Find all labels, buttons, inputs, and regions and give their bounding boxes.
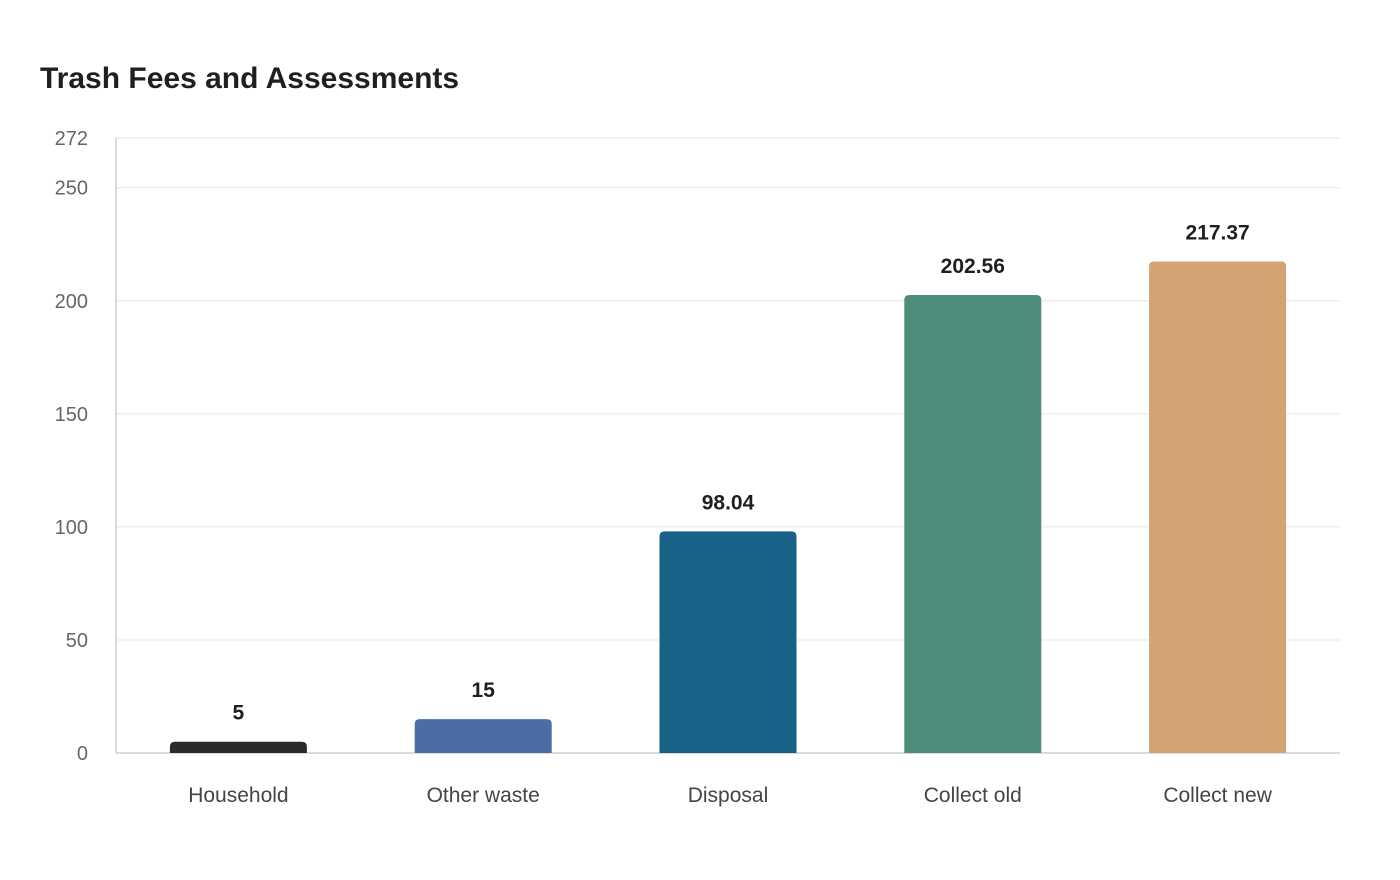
y-tick-label: 50: [66, 630, 88, 652]
y-tick-label: 100: [55, 517, 88, 539]
y-tick-label: 250: [55, 178, 88, 200]
data-label: 98.04: [702, 491, 755, 514]
bar-household: [169, 741, 307, 753]
y-tick-label: 200: [55, 291, 88, 313]
x-category-label: Collect new: [1163, 784, 1272, 807]
data-label: 5: [233, 702, 245, 725]
bar-other-waste: [414, 719, 552, 753]
data-label: 15: [472, 679, 496, 702]
x-category-label: Other waste: [427, 784, 540, 807]
bar-collect-new: [1149, 261, 1287, 753]
bar-collect-old: [904, 295, 1042, 753]
y-tick-label: 272: [55, 128, 88, 150]
chart-title: Trash Fees and Assessments: [40, 62, 460, 95]
x-category-label: Household: [188, 784, 288, 807]
gridlines: [116, 137, 1340, 641]
x-category-label: Disposal: [688, 784, 769, 807]
data-label: 202.56: [941, 255, 1005, 278]
labels: 0 50 100 150 200 250 272 5 Household 15 Other wast…: [55, 128, 1273, 807]
x-category-label: Collect old: [924, 784, 1022, 807]
bars: [169, 261, 1287, 753]
bar-disposal: [659, 531, 797, 753]
y-tick-label: 0: [77, 743, 88, 765]
y-tick-label: 150: [55, 404, 88, 426]
data-label: 217.37: [1185, 222, 1249, 245]
